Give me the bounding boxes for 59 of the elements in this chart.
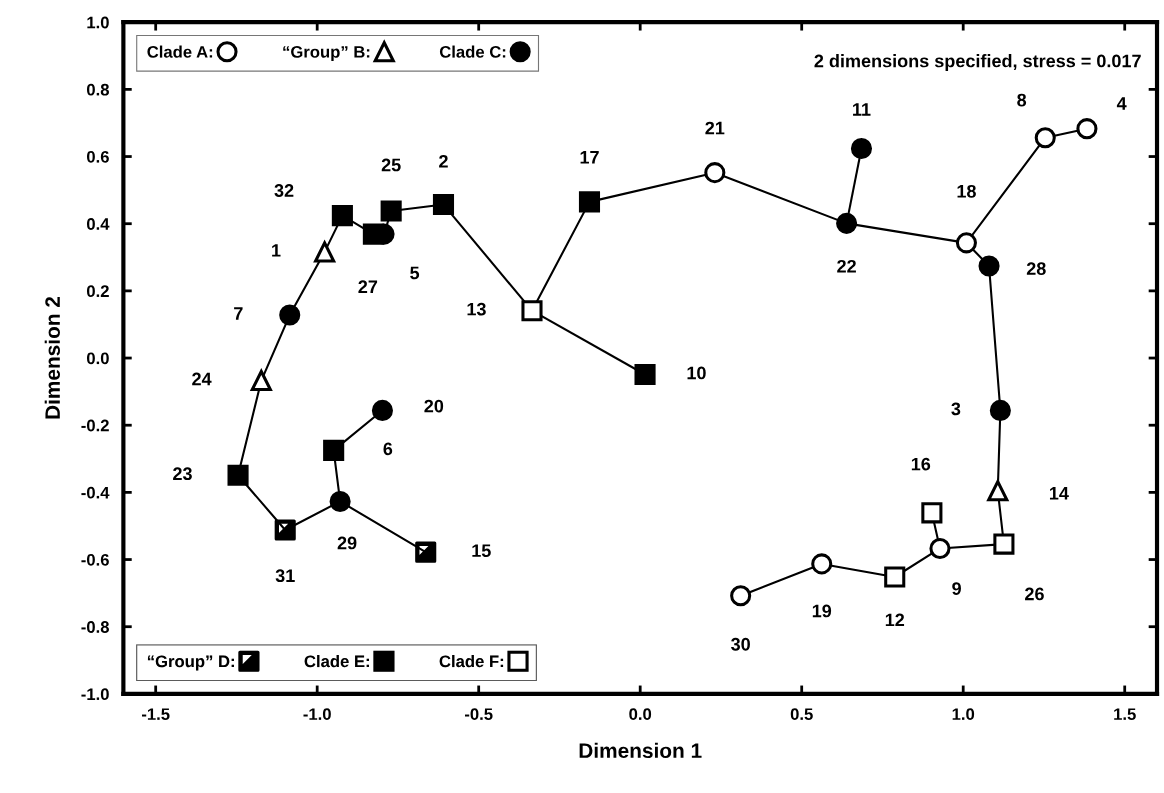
annotation: 23 <box>173 467 192 481</box>
y-tick-label: 0.2 <box>86 285 109 298</box>
y-tick-label: -0.4 <box>81 486 110 499</box>
x-axis-title: Dimension 1 <box>579 742 702 759</box>
annotation: 17 <box>580 151 599 164</box>
annotation: 12 <box>885 613 905 627</box>
x-tick-label: 0.0 <box>629 708 652 721</box>
annotation: 10 <box>687 366 706 380</box>
annotation: 13 <box>467 302 486 316</box>
annotation: 2 <box>439 154 448 168</box>
annotation: 3 <box>951 402 961 416</box>
y-tick-label: 0.6 <box>86 150 109 163</box>
y-tick-label: -0.2 <box>81 419 109 432</box>
x-tick-label: -0.5 <box>464 708 493 721</box>
annotation: 24 <box>192 372 212 386</box>
legend-label: Clade A: <box>147 45 213 58</box>
annotation: 31 <box>275 569 295 583</box>
annotation: 6 <box>383 442 393 456</box>
annotation: 1 <box>272 244 281 257</box>
annotation: 22 <box>837 259 856 273</box>
annotation: 20 <box>424 399 444 413</box>
y-tick-label: 0.4 <box>86 218 110 230</box>
legend-label: Clade F: <box>439 655 504 668</box>
x-tick-label: 1.0 <box>952 708 975 721</box>
x-tick-label: -1.5 <box>141 708 170 721</box>
annotation: 15 <box>472 544 491 557</box>
annotation: 9 <box>952 582 961 595</box>
y-tick-label: -0.8 <box>81 621 109 633</box>
annotation: 29 <box>337 536 357 550</box>
y-tick-label: 1.0 <box>87 16 109 29</box>
legend-label: Clade C: <box>439 45 506 58</box>
annotation: 5 <box>410 266 420 280</box>
annotation: 14 <box>1049 487 1069 500</box>
annotation: 8 <box>1017 93 1027 107</box>
y-tick-label: -0.6 <box>81 553 109 566</box>
annotation: 4 <box>1116 97 1127 110</box>
annotation: 7 <box>234 307 243 320</box>
annotation: 16 <box>911 457 931 471</box>
legend-label: “Group” B: <box>283 45 370 62</box>
annotation: 2 dimensions specified, stress = 0.017 <box>814 54 1141 71</box>
annotation: 30 <box>731 637 750 651</box>
annotation: 32 <box>274 184 294 197</box>
y-tick-label: -1.0 <box>81 688 109 701</box>
y-tick-label: 0.8 <box>86 83 109 96</box>
annotation: 19 <box>812 604 832 618</box>
y-axis-title: Dimension 2 <box>44 296 60 419</box>
annotation: 26 <box>1025 587 1044 601</box>
annotation: 18 <box>957 184 976 198</box>
legend-label: “Group” D: <box>147 655 234 671</box>
annotation: 28 <box>1026 262 1046 276</box>
y-tick-label: 0.0 <box>86 352 109 365</box>
annotation: 11 <box>853 103 871 116</box>
annotation: 25 <box>381 158 401 172</box>
x-tick-label: -1.0 <box>303 708 331 721</box>
annotation: 27 <box>358 280 378 293</box>
x-tick-label: 0.5 <box>790 708 813 721</box>
annotation: 21 <box>705 121 725 135</box>
legend-label: Clade E: <box>304 655 369 668</box>
x-tick-label: 1.5 <box>1114 708 1136 721</box>
